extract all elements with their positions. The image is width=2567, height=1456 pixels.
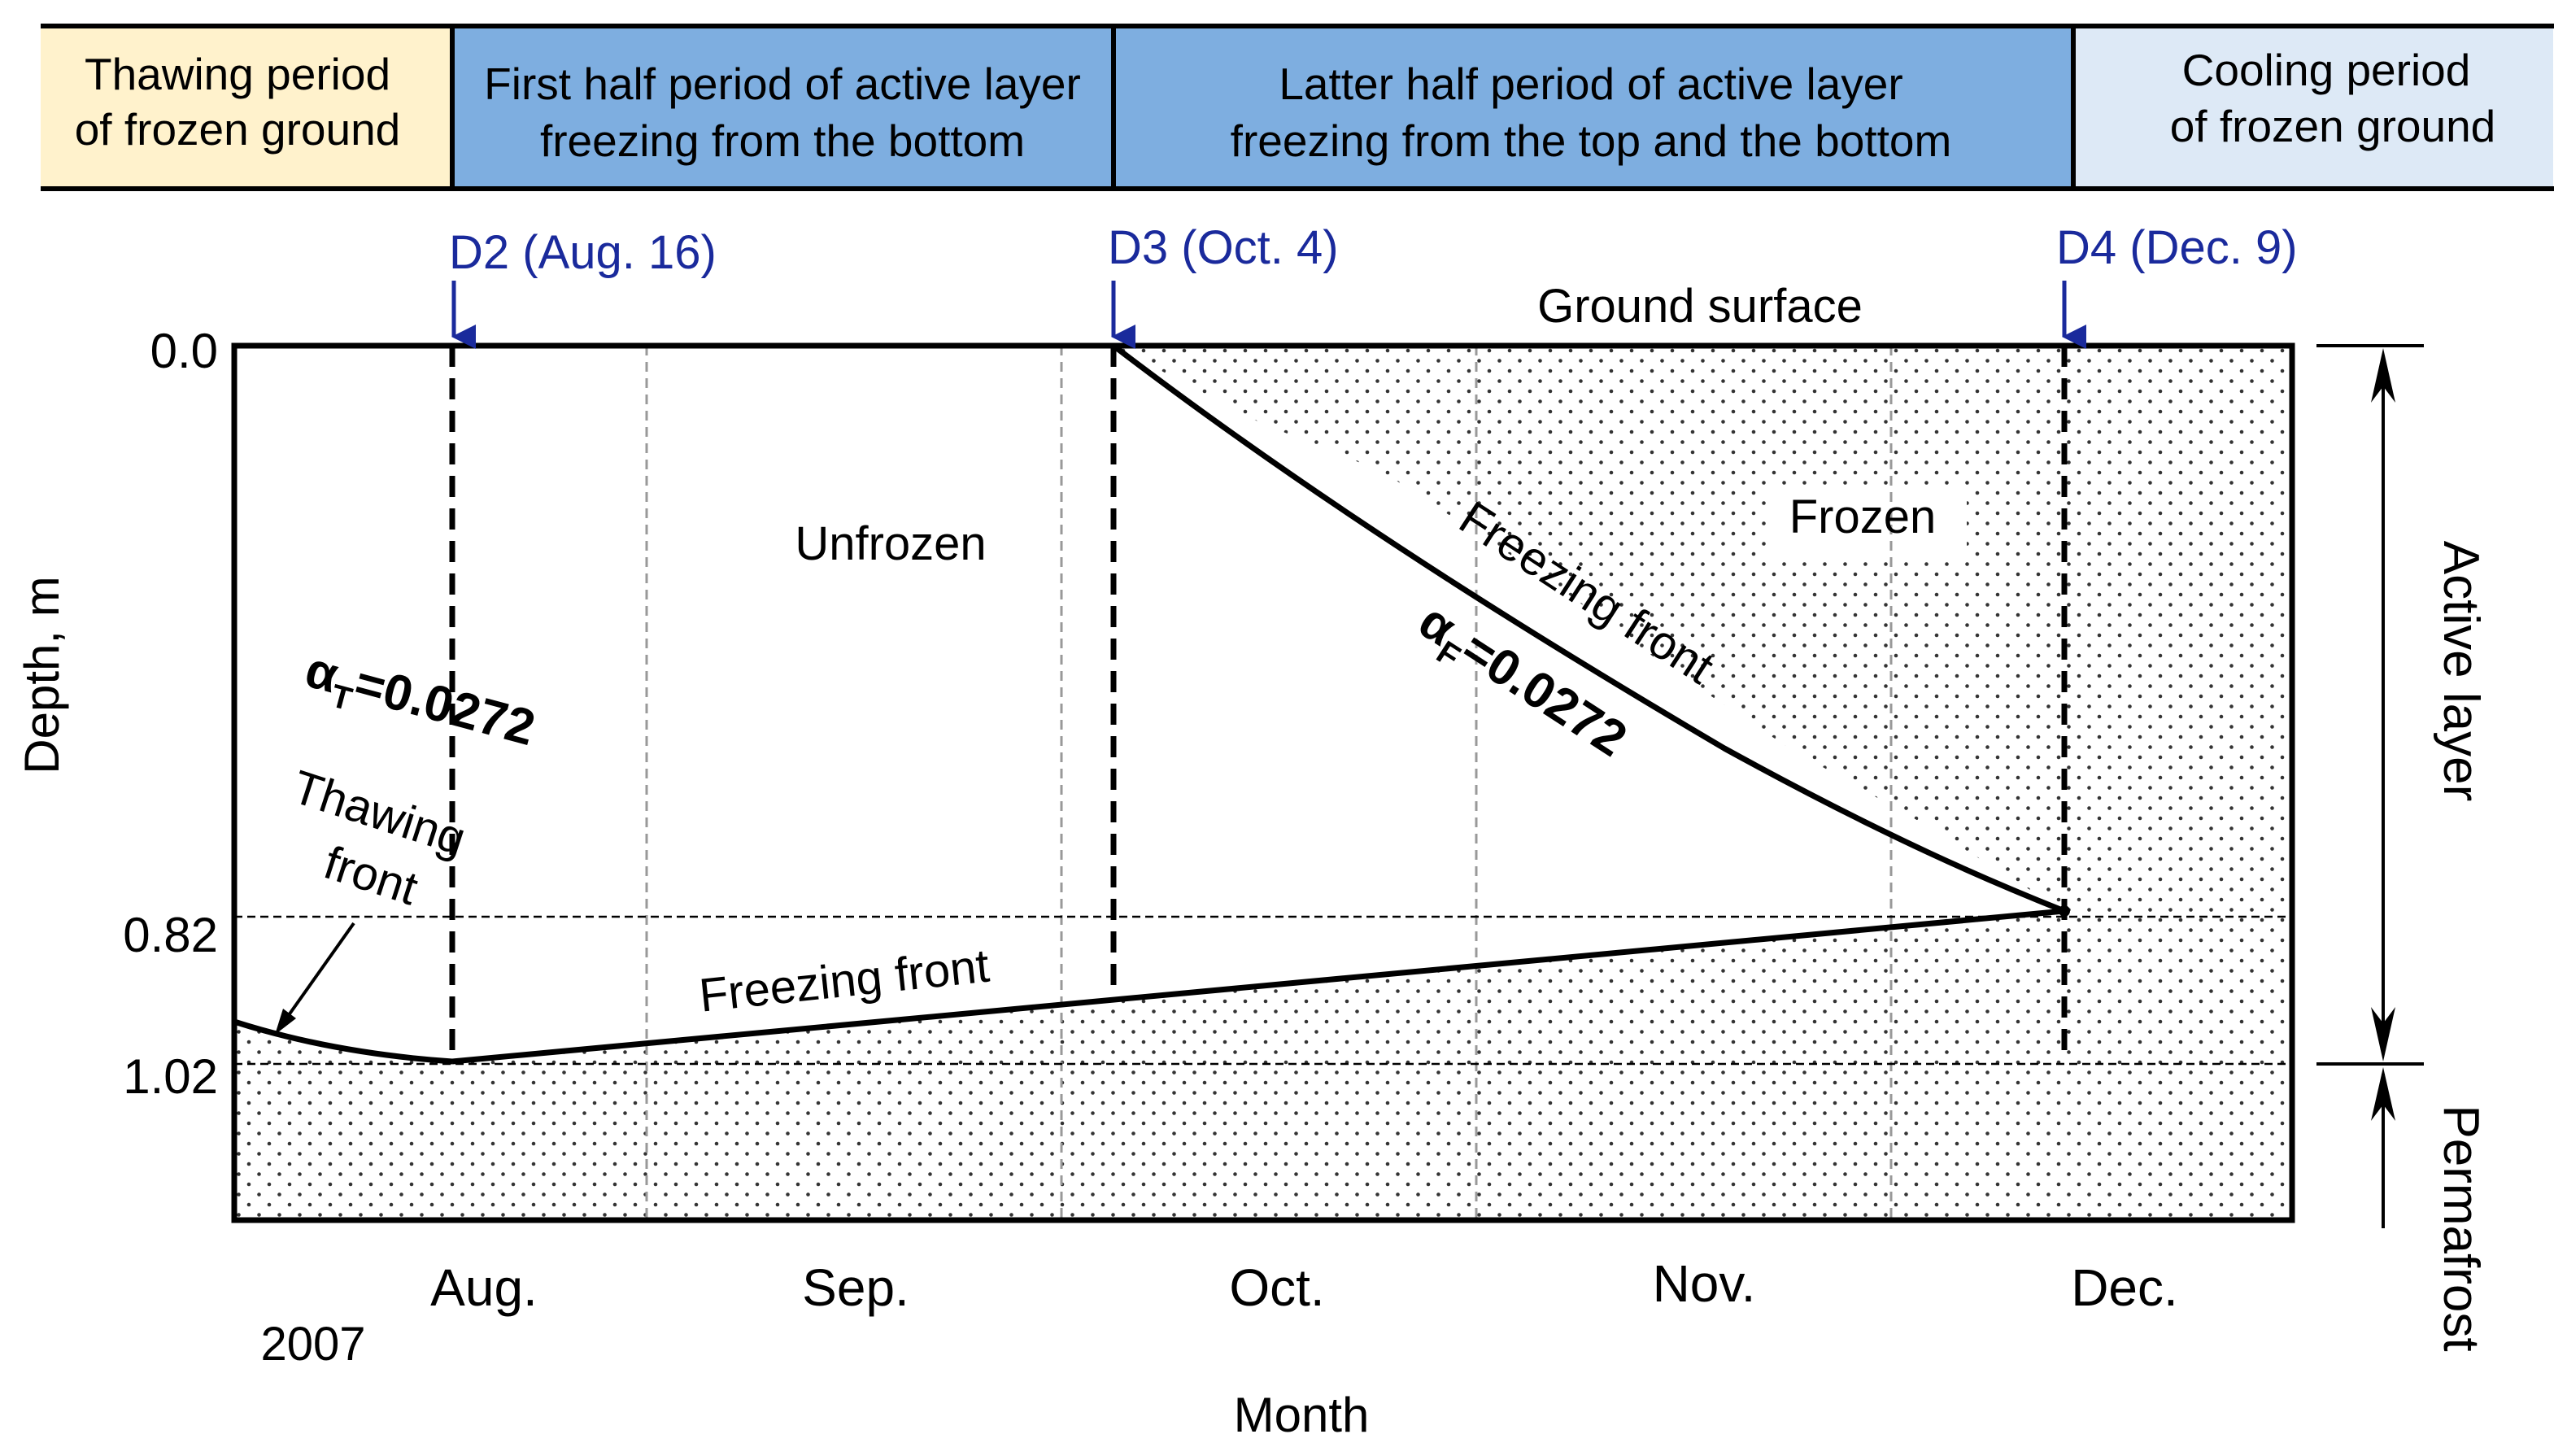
permafrost-arrowhead [2371, 1067, 2395, 1121]
marker-d3-label: D3 (Oct. 4) [1108, 221, 1339, 274]
year-label: 2007 [260, 1318, 365, 1371]
alpha-t-value: =0.0272 [349, 655, 541, 756]
layer-indicator: Active layer Permafrost [2316, 344, 2489, 1352]
active-layer-arrowhead-top [2371, 348, 2395, 403]
month-sep: Sep. [802, 1258, 909, 1317]
phase-latter-half-line1: Latter half period of active layer [1279, 59, 1902, 109]
bottom-freezing-front-label: Freezing front [697, 939, 992, 1022]
active-layer-label: Active layer [2433, 541, 2489, 801]
phase-cooling-line2: of frozen ground [2170, 101, 2496, 151]
phase-thawing-line1: Thawing period [85, 49, 390, 99]
front-meeting-point [2059, 905, 2070, 917]
month-aug: Aug. [430, 1258, 538, 1317]
phase-thawing-line2: of frozen ground [75, 104, 401, 155]
month-oct: Oct. [1229, 1258, 1324, 1317]
top-freezing-front-curve [1111, 343, 2066, 914]
thawing-front-pointer-head [275, 1009, 296, 1035]
month-nov: Nov. [1653, 1254, 1756, 1313]
phase-box-cooling [2073, 24, 2553, 190]
permafrost-label: Permafrost [2433, 1105, 2489, 1351]
phase-latter-half-line2: freezing from the top and the bottom [1231, 116, 1952, 166]
plot-frame [231, 342, 2295, 1223]
phase-box-thawing [41, 24, 452, 190]
marker-d4-label: D4 (Dec. 9) [2056, 221, 2298, 274]
month-dec: Dec. [2071, 1258, 2178, 1317]
phase-first-half-line1: First half period of active layer [484, 59, 1081, 109]
frozen-permafrost-region [234, 1064, 2292, 1220]
y-tick-2: 1.02 [123, 1049, 218, 1104]
phase-first-half-line2: freezing from the bottom [540, 116, 1025, 166]
frozen-label-background [1772, 485, 1967, 560]
phase-box-latter-half [1114, 24, 2073, 190]
axes: 0.0 0.82 1.02 Depth, m Aug. Sep. Oct. No… [15, 324, 2178, 1442]
phase-box-first-half [452, 24, 1114, 190]
thawing-front-pointer [279, 922, 355, 1028]
frozen-lower-wedge [234, 911, 2064, 1064]
y-tick-0: 0.0 [150, 324, 218, 378]
alpha-t-label: αT=0.0272 [298, 642, 541, 765]
svg-text:αT=0.0272: αT=0.0272 [298, 642, 541, 765]
bottom-freezing-front-line [451, 908, 2065, 1065]
unfrozen-label: Unfrozen [795, 517, 986, 570]
y-axis-label: Depth, m [15, 576, 69, 774]
ground-surface-label: Ground surface [1537, 280, 1863, 333]
phase-cooling-line1: Cooling period [2182, 45, 2471, 95]
phase-header: Thawing period of frozen ground First ha… [41, 24, 2554, 191]
date-markers: D2 (Aug. 16) D3 (Oct. 4) D4 (Dec. 9) [449, 221, 2298, 349]
y-tick-1: 0.82 [123, 908, 218, 962]
plot-area: Ground surface Unfrozen Frozen Freezing … [231, 280, 2295, 1223]
marker-d2-label: D2 (Aug. 16) [449, 226, 717, 279]
x-axis-label: Month [1234, 1388, 1370, 1442]
frozen-label: Frozen [1789, 490, 1937, 543]
frozen-upper-region [1114, 346, 2292, 1064]
active-layer-arrowhead-bottom [2371, 1007, 2395, 1061]
thawing-front-curve [233, 1018, 453, 1065]
